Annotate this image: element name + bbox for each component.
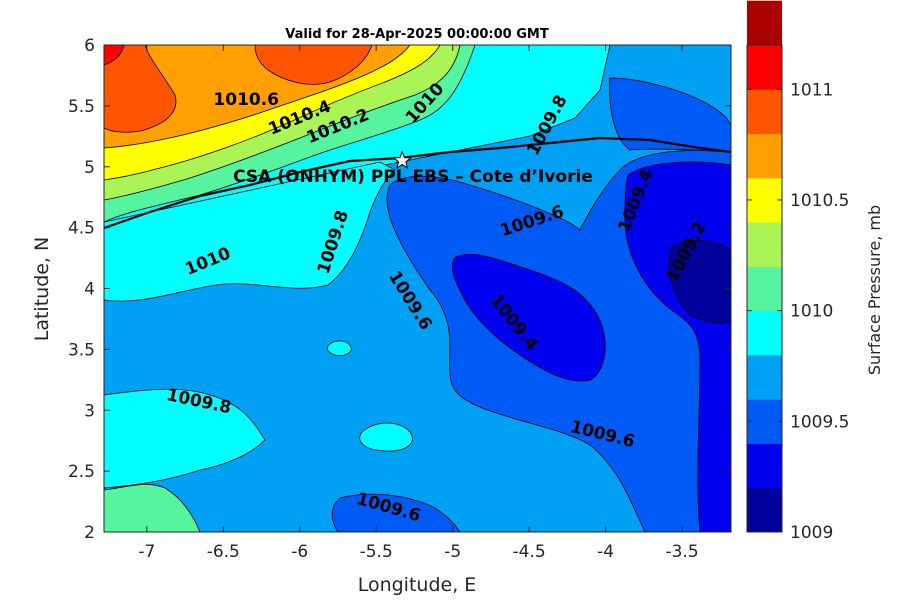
field-level-1009-8-coast xyxy=(104,161,396,302)
contour-label: 1010.6 xyxy=(213,90,279,110)
colorbar-swatch xyxy=(747,487,782,533)
y-axis-label: Latitude, N xyxy=(31,237,53,342)
y-tick-label: 6 xyxy=(84,36,95,56)
colorbar-swatch xyxy=(747,266,782,312)
x-tick-label: -4 xyxy=(597,542,614,562)
site-label: CSA (ONHYM) PPL EBS – Cote d’Ivorie xyxy=(233,167,593,187)
x-tick-label: -6.5 xyxy=(207,542,240,562)
colorbar-swatch xyxy=(747,354,782,400)
colorbar-swatch xyxy=(747,0,782,46)
x-tick-label: -5.5 xyxy=(360,542,393,562)
colorbar-label: Surface Pressure, mb xyxy=(865,205,884,375)
colorbar-swatch xyxy=(747,177,782,223)
y-tick-label: 2.5 xyxy=(68,462,95,482)
y-tick-label: 4.5 xyxy=(68,219,95,239)
colorbar-swatch xyxy=(747,89,782,135)
x-tick-label: -5 xyxy=(444,542,461,562)
star-icon xyxy=(392,150,413,170)
y-tick-label: 3 xyxy=(84,401,95,421)
field-level-1009-0-east xyxy=(668,239,731,324)
y-tick-label: 5 xyxy=(84,158,95,178)
colorbar-frame xyxy=(746,44,783,533)
y-axis: 2 2.5 3 3.5 4 4.5 5 5.5 6 xyxy=(68,36,731,543)
y-tick-label: 2 xyxy=(84,523,95,543)
x-axis-label: Longitude, E xyxy=(358,574,477,596)
colorbar-swatch xyxy=(747,222,782,267)
field-level-1009-2-central xyxy=(451,253,606,382)
chart-title: Valid for 28-Apr-2025 00:00:00 GMT xyxy=(285,27,549,42)
field-level-1010-8 xyxy=(104,45,177,133)
colorbar-tick-label: 1009.5 xyxy=(790,412,849,432)
coastline xyxy=(104,136,731,230)
field-level-1009-8-blob xyxy=(359,422,413,452)
x-tick-label: -3.5 xyxy=(665,542,698,562)
field-level-1009-4-south xyxy=(331,493,461,532)
colorbar-swatch xyxy=(747,310,782,356)
colorbar-swatch xyxy=(747,45,782,90)
colorbar-tick-label: 1010.5 xyxy=(790,191,849,211)
pressure-field xyxy=(104,45,731,532)
colorbar-swatch xyxy=(747,133,782,179)
y-tick-label: 5.5 xyxy=(68,97,95,117)
colorbar-tick-label: 1009 xyxy=(790,523,833,543)
y-tick-label: 4 xyxy=(84,280,95,300)
colorbar-swatch xyxy=(747,443,782,489)
field-level-1009-8-south xyxy=(104,388,266,489)
x-tick-label: -6 xyxy=(291,542,308,562)
colorbar: 1009 1009.5 1010 1010.5 1011 xyxy=(746,0,849,543)
y-tick-label: 3.5 xyxy=(68,340,95,360)
x-axis: -7 -6.5 -6 -5.5 -5 -4.5 -4 -3.5 xyxy=(138,45,699,562)
colorbar-tick-label: 1011 xyxy=(790,80,833,100)
field-level-1009-8-dot xyxy=(326,340,352,356)
colorbar-tick-label: 1010 xyxy=(790,302,833,322)
field-level-1010-8-north xyxy=(254,45,373,85)
colorbar-swatch xyxy=(747,399,782,444)
x-tick-label: -7 xyxy=(138,542,155,562)
x-tick-label: -4.5 xyxy=(513,542,546,562)
field-level-1010-south xyxy=(104,483,201,532)
